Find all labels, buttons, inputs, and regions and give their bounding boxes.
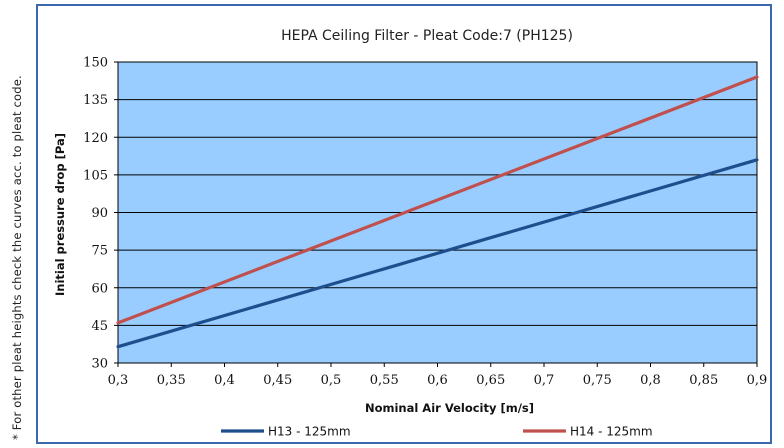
y-axis-label: Initial pressure drop [Pa] (53, 133, 67, 296)
legend-label-h14: H14 - 125mm (570, 425, 653, 439)
x-tick-label: 0,9 (747, 373, 768, 388)
y-tick-label: 120 (83, 131, 108, 146)
x-tick-label: 0,55 (370, 373, 399, 388)
x-tick-label: 0,35 (157, 373, 186, 388)
legend-label-h13: H13 - 125mm (268, 425, 351, 439)
y-tick-label: 60 (91, 281, 108, 296)
x-tick-label: 0,7 (534, 373, 555, 388)
y-tick-label: 75 (91, 244, 108, 259)
x-tick-label: 0,65 (476, 373, 505, 388)
x-axis-label: Nominal Air Velocity [m/s] (365, 401, 534, 415)
x-tick-label: 0,5 (321, 373, 342, 388)
x-tick-label: 0,85 (689, 373, 718, 388)
chart-title: HEPA Ceiling Filter - Pleat Code:7 (PH12… (281, 28, 573, 44)
x-tick-label: 0,75 (583, 373, 612, 388)
series-line-h13 (116, 158, 759, 349)
y-tick-label: 150 (83, 56, 108, 71)
series-line-h14 (116, 75, 759, 325)
x-tick-label: 0,8 (640, 373, 661, 388)
y-tick-label: 45 (91, 319, 108, 334)
x-tick-label: 0,3 (108, 373, 129, 388)
y-tick-label: 105 (83, 168, 108, 183)
x-tick-label: 0,6 (427, 373, 448, 388)
y-tick-label: 135 (83, 93, 108, 108)
x-tick-label: 0,45 (263, 373, 292, 388)
x-tick-label: 0,4 (214, 373, 235, 388)
y-tick-label: 30 (91, 357, 108, 372)
y-tick-label: 90 (91, 206, 108, 221)
